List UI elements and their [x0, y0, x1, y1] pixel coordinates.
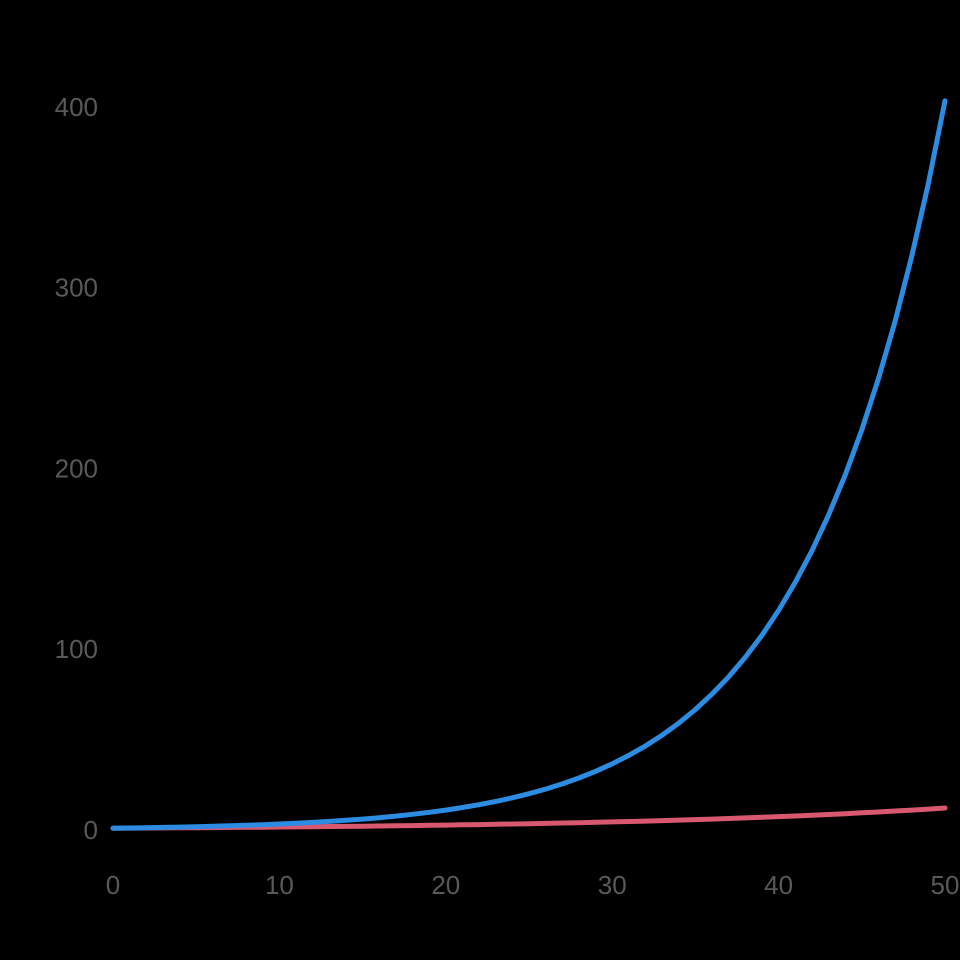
- y-axis-tick-label-400: 400: [55, 92, 98, 122]
- x-axis-tick-labels: 0 10 20 30 40 50: [106, 870, 960, 900]
- y-axis-tick-label-300: 300: [55, 273, 98, 303]
- series-lines: [110, 98, 948, 831]
- x-axis-tick-label-10: 10: [265, 870, 294, 900]
- x-axis-tick-label-30: 30: [598, 870, 627, 900]
- y-axis-tick-label-100: 100: [55, 634, 98, 664]
- y-axis-tick-label-200: 200: [55, 453, 98, 483]
- y-axis-tick-labels: 0 100 200 300 400: [55, 92, 98, 845]
- x-axis-tick-label-50: 50: [931, 870, 960, 900]
- x-axis-tick-label-40: 40: [764, 870, 793, 900]
- blue-series-line: [110, 98, 948, 831]
- x-axis-tick-label-0: 0: [106, 870, 120, 900]
- y-axis-tick-label-0: 0: [84, 815, 98, 845]
- x-axis-tick-label-20: 20: [431, 870, 460, 900]
